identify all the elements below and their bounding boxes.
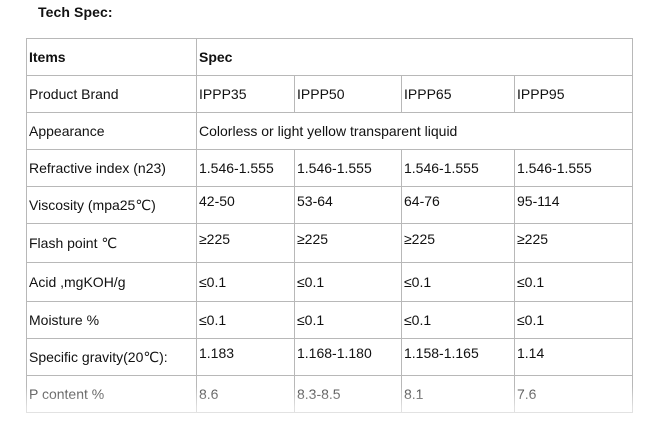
table-cell: IPPP35 — [196, 75, 295, 113]
table-cell: 64-76 — [401, 186, 515, 224]
row-label: Specific gravity(20℃): — [26, 338, 197, 376]
table-cell: 8.1 — [401, 375, 515, 413]
table-row: Refractive index (n23) 1.546-1.555 1.546… — [26, 149, 634, 187]
row-label: Acid ,mgKOH/g — [26, 262, 197, 302]
table-cell: 1.546-1.555 — [294, 149, 402, 187]
table-cell: 1.546-1.555 — [513, 149, 634, 187]
table-cell: ≥225 — [401, 223, 515, 263]
table-cell: ≤0.1 — [401, 262, 515, 302]
row-label: Flash point ℃ — [26, 223, 197, 263]
table-cell: ≥225 — [513, 223, 634, 263]
row-label: Moisture % — [26, 301, 197, 339]
table-cell: ≤0.1 — [401, 301, 515, 339]
table-cell: 8.6 — [196, 375, 295, 413]
table-cell: ≤0.1 — [294, 262, 402, 302]
table-row: Product Brand IPPP35 IPPP50 IPPP65 IPPP9… — [26, 75, 634, 113]
table-cell: Colorless or light yellow transparent li… — [195, 112, 634, 150]
table-row: Appearance Colorless or light yellow tra… — [26, 112, 634, 150]
row-label: P content % — [26, 375, 197, 413]
table-cell: ≥225 — [196, 223, 295, 263]
table-row: Moisture % ≤0.1 ≤0.1 ≤0.1 ≤0.1 — [26, 301, 634, 339]
table-cell: 53-64 — [294, 186, 402, 224]
table-cell: 1.546-1.555 — [196, 149, 295, 187]
table-row: Acid ,mgKOH/g ≤0.1 ≤0.1 ≤0.1 ≤0.1 — [26, 262, 634, 302]
table-cell: 1.183 — [196, 338, 295, 376]
row-label: Refractive index (n23) — [26, 149, 197, 187]
table-cell: 95-114 — [513, 186, 634, 224]
table-cell: 1.158-1.165 — [401, 338, 515, 376]
header-spec: Spec — [195, 38, 634, 76]
tech-spec-table: Items Spec Product Brand IPPP35 IPPP50 I… — [26, 38, 634, 413]
row-label: Appearance — [26, 112, 197, 150]
table-row: P content % 8.6 8.3-8.5 8.1 7.6 — [26, 375, 634, 413]
table-cell: 7.6 — [513, 375, 634, 413]
table-cell: 42-50 — [196, 186, 295, 224]
table-cell: ≤0.1 — [513, 262, 634, 302]
table-row: Specific gravity(20℃): 1.183 1.168-1.180… — [26, 338, 634, 376]
table-cell: 1.14 — [513, 338, 634, 376]
table-cell: 1.168-1.180 — [294, 338, 402, 376]
table-cell: 1.546-1.555 — [401, 149, 515, 187]
table-cell: ≤0.1 — [513, 301, 634, 339]
table-row: Viscosity (mpa25℃) 42-50 53-64 64-76 95-… — [26, 186, 634, 224]
table-cell: ≤0.1 — [294, 301, 402, 339]
table-cell: ≥225 — [294, 223, 402, 263]
header-items: Items — [26, 38, 197, 76]
table-cell: ≤0.1 — [196, 301, 295, 339]
table-cell: IPPP50 — [294, 75, 402, 113]
table-cell: ≤0.1 — [196, 262, 295, 302]
row-label: Product Brand — [26, 75, 197, 113]
table-cell: 8.3-8.5 — [294, 375, 402, 413]
table-header-row: Items Spec — [26, 38, 634, 76]
table-row: Flash point ℃ ≥225 ≥225 ≥225 ≥225 — [26, 223, 634, 263]
row-label: Viscosity (mpa25℃) — [26, 186, 197, 224]
table-cell: IPPP95 — [513, 75, 634, 113]
page-title: Tech Spec: — [38, 4, 113, 20]
table-cell: IPPP65 — [401, 75, 515, 113]
